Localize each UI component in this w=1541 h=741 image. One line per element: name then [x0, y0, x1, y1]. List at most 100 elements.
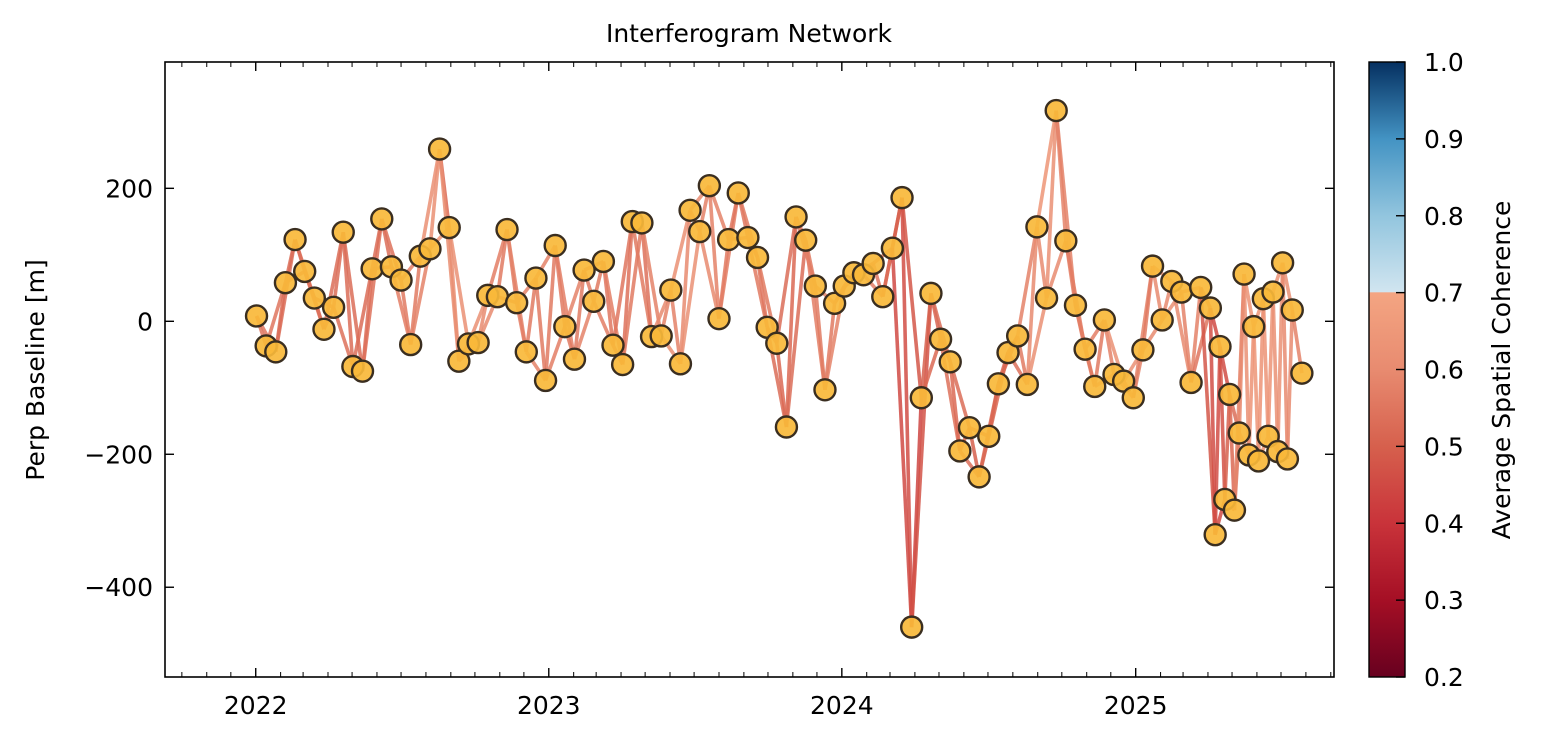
acquisition-point: [427, 137, 452, 161]
colorbar-tick-label: 0.5: [1424, 432, 1464, 461]
acquisition-point: [871, 284, 895, 309]
acquisition-point: [244, 304, 269, 328]
acquisition-point: [264, 340, 288, 364]
acquisition-point: [533, 368, 558, 393]
acquisition-point: [1054, 229, 1078, 253]
pair-line: [553, 245, 577, 360]
y-tick-label: 0: [137, 307, 153, 336]
pair-line: [909, 293, 933, 628]
pair-line: [1242, 274, 1251, 455]
x-tick-label: 2025: [1104, 691, 1168, 720]
colorbar-tick-label: 0.6: [1424, 356, 1464, 385]
acquisition-point: [1275, 447, 1300, 471]
pair-line: [1025, 226, 1039, 385]
acquisition-point: [928, 327, 953, 351]
acquisition-point: [1169, 280, 1194, 304]
acquisition-point: [986, 372, 1011, 396]
acquisition-point: [1140, 254, 1165, 278]
chart-title: Interferogram Network: [606, 19, 893, 48]
pair-line: [900, 197, 914, 628]
pair-line: [919, 293, 933, 398]
acquisition-point: [1246, 449, 1271, 473]
x-tick-label: 2024: [810, 691, 874, 720]
acquisition-point: [707, 306, 731, 331]
acquisition-point: [803, 274, 828, 298]
pair-line: [678, 231, 702, 365]
colorbar-tick-label: 0.3: [1424, 586, 1464, 615]
acquisition-point: [794, 228, 818, 252]
acquisition-point: [283, 227, 307, 252]
pair-line: [784, 239, 808, 428]
acquisition-point: [736, 225, 760, 250]
acquisition-point: [765, 331, 789, 355]
acquisition-point: [745, 245, 770, 270]
pair-line: [900, 197, 924, 398]
acquisition-point: [485, 284, 510, 309]
acquisition-point: [890, 185, 914, 210]
acquisition-point: [1083, 374, 1107, 399]
pair-line: [620, 222, 644, 365]
acquisition-point: [1150, 308, 1174, 332]
colorbar-label: Average Spatial Coherence: [1487, 201, 1516, 540]
pair-line: [697, 231, 721, 320]
y-axis: −400 −200 0 200: [84, 174, 1334, 602]
colorbar-tick-label: 0.9: [1424, 125, 1464, 154]
pair-line: [1189, 307, 1213, 383]
pair-line: [813, 285, 827, 390]
pair-line: [1025, 297, 1049, 385]
acquisition-point: [1073, 337, 1097, 361]
pair-line: [1189, 287, 1203, 383]
acquisition-point: [899, 615, 924, 639]
acquisition-point: [524, 266, 548, 290]
acquisition-point: [543, 233, 567, 258]
y-axis-label: Perp Baseline [m]: [21, 259, 50, 480]
acquisition-points: [244, 98, 1314, 639]
plot-frame: [164, 61, 1335, 678]
acquisition-point: [1270, 251, 1295, 275]
pair-line: [534, 277, 548, 381]
pair-line: [524, 277, 538, 353]
acquisition-point: [610, 352, 635, 377]
acquisition-point: [572, 258, 596, 282]
acquisition-point: [880, 236, 905, 260]
acquisition-point: [784, 205, 808, 229]
acquisition-point: [1131, 338, 1155, 362]
acquisition-point: [1025, 215, 1049, 239]
pair-line: [669, 209, 692, 291]
pair-line: [611, 221, 635, 346]
acquisition-point: [649, 324, 673, 348]
pair-line: [1035, 110, 1058, 228]
acquisition-point: [1179, 370, 1203, 395]
colorbar-tick-label: 1.0: [1424, 48, 1464, 77]
acquisition-point: [957, 415, 982, 440]
x-tick-label: 2023: [517, 691, 581, 720]
acquisition-point: [495, 217, 519, 242]
pair-line: [775, 343, 789, 428]
acquisition-point: [504, 290, 529, 315]
pair-line: [1218, 346, 1227, 500]
acquisition-point: [514, 340, 538, 364]
pair-line: [775, 216, 798, 344]
acquisition-point: [948, 439, 972, 463]
acquisition-point: [562, 347, 587, 371]
acquisition-point: [321, 295, 346, 320]
acquisition-point: [1044, 98, 1068, 123]
acquisition-point: [726, 181, 750, 205]
pair-line: [1179, 291, 1193, 383]
acquisition-point: [1005, 324, 1030, 348]
pair-line: [341, 231, 365, 372]
acquisition-point: [1092, 308, 1117, 332]
acquisition-point: [591, 249, 616, 274]
acquisition-point: [1242, 314, 1266, 339]
acquisition-point: [822, 291, 847, 316]
acquisition-point: [398, 332, 423, 357]
acquisition-point: [678, 198, 702, 222]
x-tick-label: 2022: [224, 691, 288, 720]
x-axis: 2022 2023 2024 2025: [181, 62, 1332, 720]
pair-line: [669, 289, 683, 365]
pair-lines: [254, 110, 1304, 628]
pair-line: [447, 227, 461, 362]
acquisition-point: [813, 378, 837, 402]
acquisition-point: [389, 268, 413, 292]
